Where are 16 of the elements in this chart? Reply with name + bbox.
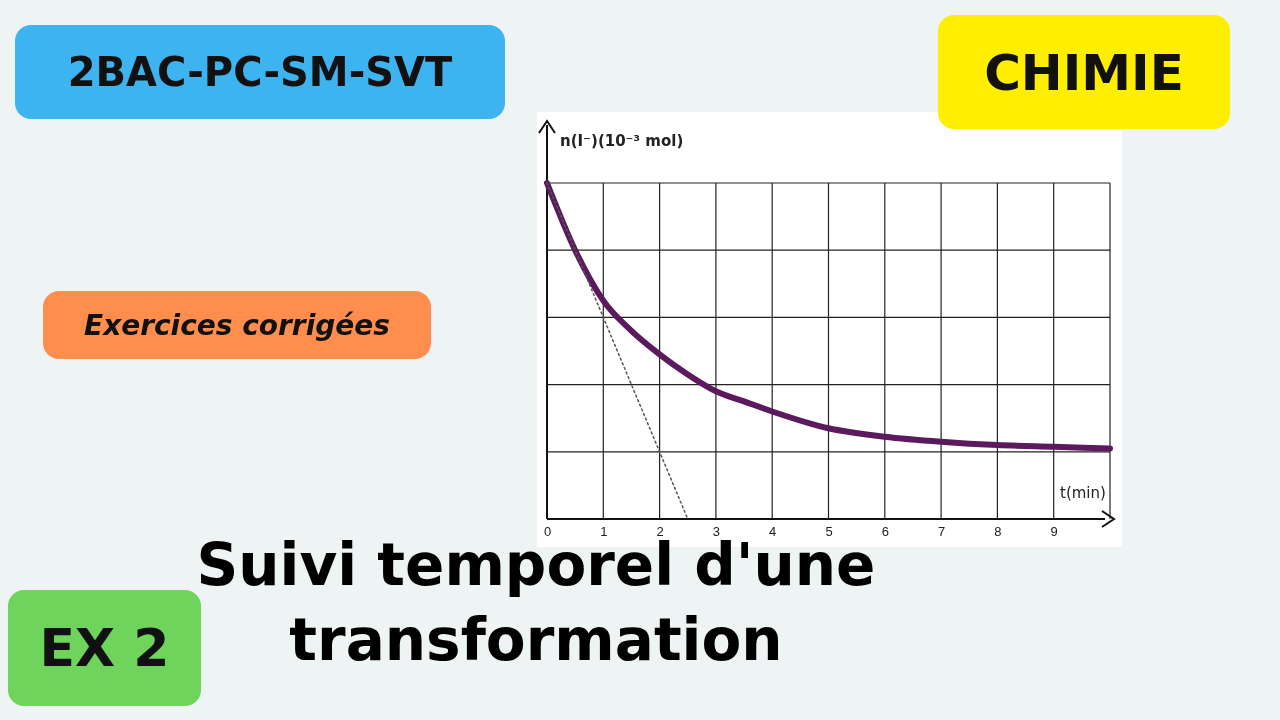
x-tick-label: 8: [994, 524, 1002, 540]
x-axis-title: t(min): [1060, 484, 1106, 502]
text: Exercices corrigées: [84, 308, 390, 342]
x-tick-label: 4: [769, 524, 777, 540]
x-tick-label: 0: [543, 524, 552, 540]
text: EX 2: [39, 618, 170, 679]
y-axis-title: n(I⁻)(10⁻³ mol): [560, 132, 684, 150]
x-tick-label: 5: [825, 524, 833, 540]
x-tick-label: 9: [1050, 524, 1058, 540]
x-tick-label: 3: [712, 524, 721, 540]
x-tick-label: 7: [937, 524, 946, 540]
text: 2BAC-PC-SM-SVT: [67, 49, 454, 95]
x-tick-label: 6: [881, 524, 889, 540]
x-tick-label: 2: [656, 524, 664, 540]
text: CHIMIE: [984, 43, 1184, 102]
x-tick-label: 1: [600, 524, 608, 540]
